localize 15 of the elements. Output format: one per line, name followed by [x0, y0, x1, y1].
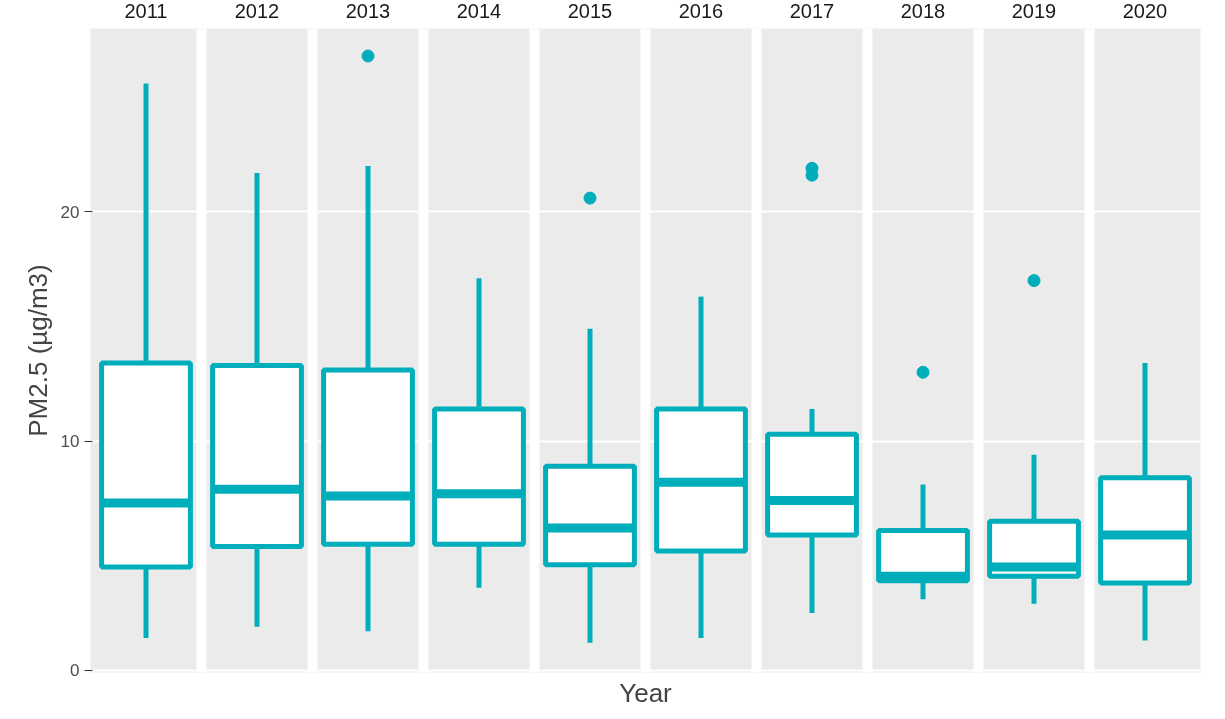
x-tick-label: 2012	[234, 0, 280, 22]
y-tick-label: 20	[60, 202, 80, 222]
y-tick-label: 10	[60, 432, 80, 452]
x-tick-label: 2020	[1122, 0, 1168, 22]
x-tick-label: 2018	[900, 0, 946, 22]
y-axis-title: PM2.5 (µg/m3)	[22, 264, 53, 437]
x-tick-label: 2011	[124, 0, 168, 22]
y-tick-label: 0	[70, 661, 80, 681]
x-axis-title: Year	[619, 677, 673, 708]
x-tick-label: 2017	[789, 0, 835, 22]
x-tick-label: 2016	[678, 0, 724, 22]
x-tick-label: 2013	[345, 0, 391, 22]
x-tick-label: 2015	[567, 0, 613, 22]
x-tick-label: 2019	[1011, 0, 1057, 22]
x-tick-label: 2014	[456, 0, 502, 22]
